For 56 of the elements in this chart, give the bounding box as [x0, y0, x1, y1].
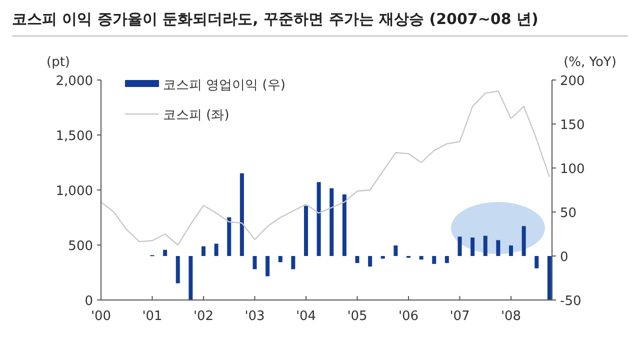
bar — [522, 226, 526, 256]
bar — [240, 173, 244, 256]
bar — [266, 256, 270, 276]
bar — [394, 245, 398, 256]
y2-tick-label: 150 — [560, 118, 585, 133]
x-tick-label: '06 — [398, 309, 419, 324]
legend-label: 코스피 (좌) — [163, 108, 230, 123]
chart-title: 코스피 이익 증가율이 둔화되더라도, 꾸준하면 주가는 재상승 (2007~08 년) — [12, 10, 538, 28]
y2-tick-label: 200 — [560, 74, 585, 89]
x-tick-label: '05 — [347, 309, 368, 324]
y-tick-label: 2,000 — [56, 74, 93, 89]
line-series — [100, 90, 550, 246]
y-tick-label: 1,000 — [56, 184, 93, 199]
bar — [163, 250, 168, 256]
x-tick-label: '02 — [193, 309, 214, 324]
bar — [227, 217, 232, 256]
x-tick-label: '01 — [142, 309, 162, 324]
x-tick-label: '00 — [90, 309, 112, 324]
bar — [176, 256, 180, 284]
y2-tick-label: 100 — [560, 162, 585, 177]
y2-axis-title: (%, YoY) — [564, 55, 616, 70]
y-tick-label: 0 — [84, 294, 93, 309]
x-tick-label: '08 — [500, 309, 522, 324]
y2-tick-label: 0 — [560, 250, 568, 265]
bar — [470, 238, 475, 256]
bar — [355, 256, 360, 264]
bar — [458, 236, 462, 256]
x-tick-label: '04 — [296, 309, 316, 324]
bar — [342, 194, 346, 256]
bar — [547, 256, 552, 300]
bar — [483, 236, 488, 256]
bar — [188, 256, 193, 300]
legend-label: 코스피 영업이익 (우) — [163, 78, 286, 93]
bar — [291, 256, 296, 270]
bar — [252, 256, 257, 270]
bar — [316, 182, 321, 256]
bar — [380, 256, 385, 259]
bar — [444, 256, 449, 264]
bar — [278, 256, 282, 262]
x-tick-label: '07 — [450, 309, 470, 324]
y-tick-label: 500 — [68, 239, 93, 254]
bar — [432, 256, 436, 264]
y-tick-label: 1,500 — [56, 129, 93, 144]
bar — [419, 256, 424, 260]
bar — [368, 256, 372, 267]
bar — [509, 245, 513, 256]
y-axis-title: (pt) — [46, 55, 70, 70]
x-tick-label: '03 — [244, 309, 265, 324]
bar — [202, 246, 206, 256]
y2-tick-label: 50 — [560, 206, 577, 221]
bar — [330, 188, 334, 256]
bar — [496, 240, 500, 256]
y2-tick-label: -50 — [560, 294, 582, 309]
bar — [534, 256, 539, 268]
bar — [214, 244, 218, 256]
bar — [304, 206, 308, 256]
